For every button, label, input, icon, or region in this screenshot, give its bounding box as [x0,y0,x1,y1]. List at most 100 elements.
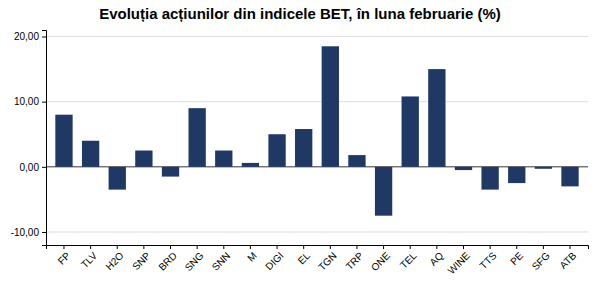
bar [82,141,99,167]
x-tick-label: ONE [369,250,392,273]
x-tick-mark [356,245,357,249]
bar [215,151,232,167]
grid-line [46,231,588,232]
y-tick: 10,00 [14,96,46,107]
chart: Evoluția acțiunilor din indicele BET, în… [0,0,600,289]
x-tick: ONE [369,245,392,273]
y-tick-label: -10,00 [11,227,40,238]
y-tick-label: 20,00 [14,31,39,42]
x-tick-label: BRD [156,250,179,273]
bar [428,69,445,167]
bar [322,46,339,167]
y-axis-line [42,31,47,246]
bar [295,129,312,167]
x-tick-mark [303,245,304,249]
bar [188,108,205,167]
x-tick: BRD [156,245,179,273]
x-tick-mark [277,245,278,249]
x-tick-mark [197,245,198,249]
bar [481,167,498,190]
x-tick-label: AQ [427,250,445,268]
x-tick-label: SNP [130,250,153,273]
bar [135,151,152,167]
x-tick-mark [436,245,437,249]
bar [242,163,259,167]
x-tick-label: TTS [477,250,498,271]
y-tick-mark [42,102,46,103]
x-tick: WINE [446,245,472,276]
x-tick-mark [543,245,544,249]
x-tick-label: TEL [398,250,419,271]
x-tick-label: ATB [557,250,578,271]
x-tick-mark [490,245,491,249]
x-tick-mark [250,245,251,249]
x-tick-label: FP [56,250,73,267]
x-tick-label: PE [508,250,525,267]
y-tick-label: 0,00 [20,162,40,173]
bar [535,167,552,169]
x-tick: FP [56,245,73,267]
x-tick: M [245,245,259,264]
x-tick-label: SFG [530,250,552,272]
x-tick-mark [516,245,517,249]
x-tick: DIGI [263,245,285,272]
grid-line [46,101,588,102]
x-tick-label: M [245,250,259,264]
bar [348,155,365,167]
x-tick: PE [508,245,525,267]
y-tick: -10,00 [11,227,46,238]
x-tick: SNG [183,245,206,273]
x-tick-mark [570,245,571,249]
x-tick-label: WINE [446,250,472,276]
x-tick-mark [170,245,171,249]
x-tick-label: TLV [79,250,99,270]
x-tick-label: DIGI [263,250,285,272]
bar [375,167,392,216]
x-tick-label: H2O [103,250,125,272]
bar [455,167,472,170]
y-tick-mark [42,232,46,233]
x-tick-mark [63,245,64,249]
x-axis-line [47,246,589,250]
x-tick-label: TGN [316,250,339,273]
x-tick: SNN [210,245,233,273]
x-tick-label: SNN [210,250,233,273]
y-tick-mark [42,37,46,38]
grid [46,37,588,232]
x-tick: TLV [79,245,99,270]
x-tick-mark [463,245,464,249]
x-tick: AQ [427,245,445,268]
x-tick: TGN [316,245,339,273]
bar [268,134,285,167]
y-tick-mark [42,167,46,168]
title: Evoluția acțiunilor din indicele BET, în… [99,5,501,22]
x-tick-mark [330,245,331,249]
x-tick: TRP [344,245,366,272]
x-tick-mark [143,245,144,249]
x-tick-mark [223,245,224,249]
x-axis: FP TLVH2OSNPBRDSNGSNN M DIGI ELTGNTRPONE TEL A… [47,245,589,276]
x-tick-mark [410,245,411,249]
x-tick-label: TRP [344,250,366,272]
y-tick-label: 10,00 [14,96,39,107]
bar [561,167,578,187]
x-tick: H2O [103,245,125,272]
x-tick: TEL [398,245,419,271]
bar [402,96,419,166]
y-axis: -10,00 0,00 10,00 20,00 [11,31,47,246]
bar [162,167,179,177]
bar [55,115,72,167]
grid-line [46,36,588,37]
x-tick-mark [383,245,384,249]
x-tick-mark [90,245,91,249]
plot: -10,00 0,00 10,00 20,00 FP TLVH2OSNPBRDSNGSNN… [11,31,589,277]
grid-line [46,166,588,167]
x-tick: SFG [530,245,552,272]
x-tick: ATB [557,245,578,271]
x-tick-label: SNG [183,250,206,273]
bar [109,167,126,190]
x-tick: EL [296,245,313,266]
y-tick: 0,00 [20,162,46,173]
x-tick-mark [117,245,118,249]
x-tick-label: EL [296,250,313,267]
